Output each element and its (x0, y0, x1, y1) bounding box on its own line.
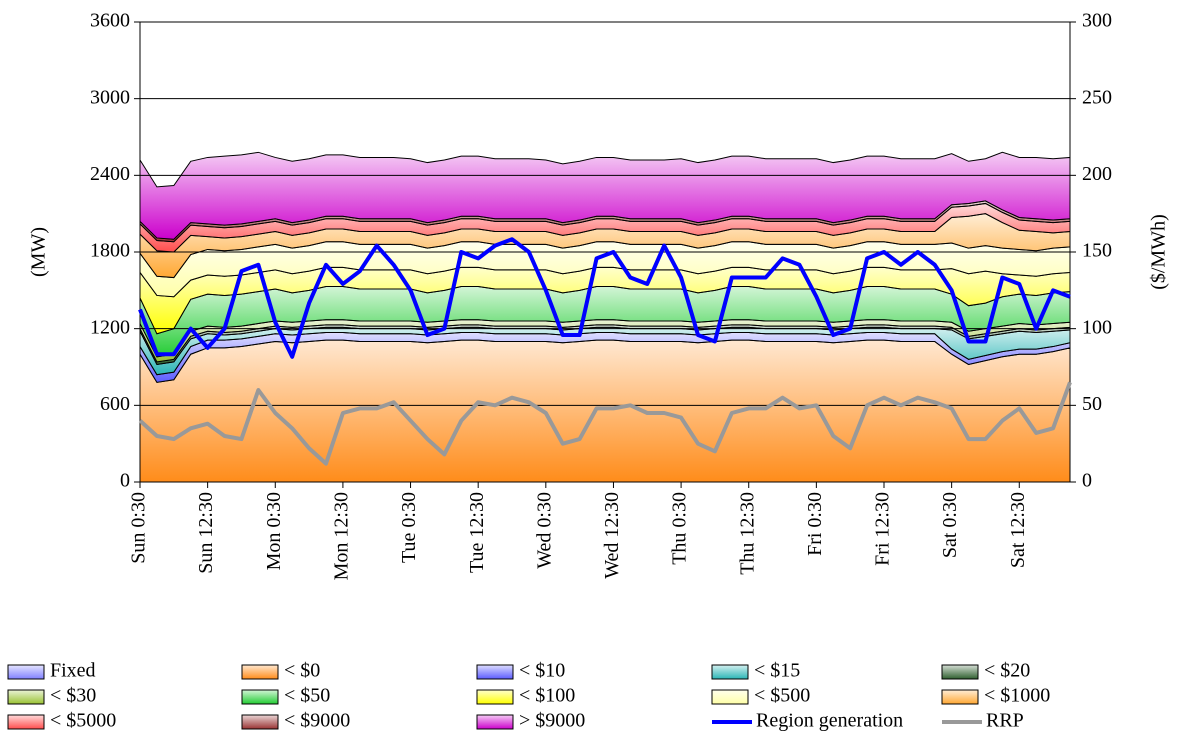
legend-swatch (941, 664, 979, 680)
legend-swatch (711, 689, 749, 705)
legend-item: Region generation (712, 710, 903, 732)
y2-tick-label: 250 (1082, 86, 1112, 108)
x-tick-label: Mon 12:30 (331, 492, 353, 580)
legend-label: Fixed (50, 660, 96, 682)
x-tick-label: Sun 12:30 (195, 492, 217, 574)
legend-label: < $10 (519, 660, 565, 682)
x-tick-label: Sat 0:30 (939, 492, 961, 558)
y-tick-label: 1800 (90, 240, 130, 262)
legend-item: < $100 (476, 685, 575, 707)
legend-swatch (476, 714, 514, 730)
legend-item: < $50 (241, 685, 330, 707)
legend-item: < $20 (941, 660, 1030, 682)
x-tick-label: Thu 12:30 (736, 492, 758, 575)
y2-tick-label: 150 (1082, 240, 1112, 262)
legend-swatch (476, 689, 514, 705)
y2-tick-label: 50 (1082, 393, 1102, 415)
legend-label: < $50 (284, 685, 330, 707)
legend-swatch (711, 664, 749, 680)
legend-label: < $30 (50, 685, 96, 707)
legend-swatch (7, 689, 45, 705)
y-tick-label: 1200 (90, 316, 130, 338)
legend-label: < $1000 (984, 685, 1050, 707)
legend-item: < $30 (7, 685, 96, 707)
legend-item: Fixed (7, 660, 96, 682)
y2-tick-label: 200 (1082, 163, 1112, 185)
legend-label: Region generation (756, 710, 903, 732)
legend-label: < $0 (284, 660, 320, 682)
legend-label: > $9000 (519, 710, 585, 732)
x-tick-label: Sat 12:30 (1007, 492, 1029, 568)
y2-axis-title: ($/MWh) (1148, 214, 1170, 290)
y-tick-label: 2400 (90, 163, 130, 185)
legend-label: < $9000 (284, 710, 350, 732)
legend-item: > $9000 (476, 710, 585, 732)
y-tick-label: 3000 (90, 86, 130, 108)
legend-swatch (941, 689, 979, 705)
y-tick-label: 3600 (90, 10, 130, 32)
x-tick-label: Thu 0:30 (669, 492, 691, 565)
legend-item: < $5000 (7, 710, 116, 732)
legend-swatch (241, 664, 279, 680)
legend-swatch (241, 714, 279, 730)
legend-label: < $100 (519, 685, 575, 707)
legend-item: < $1000 (941, 685, 1050, 707)
legend-item: < $10 (476, 660, 565, 682)
x-tick-label: Sun 0:30 (128, 492, 150, 564)
legend-label: < $500 (754, 685, 810, 707)
x-tick-label: Wed 12:30 (601, 492, 623, 579)
legend-swatch (7, 664, 45, 680)
x-tick-label: Fri 0:30 (804, 492, 826, 556)
x-tick-label: Mon 0:30 (263, 492, 285, 570)
legend-item: < $500 (711, 685, 810, 707)
legend-item: RRP (942, 710, 1024, 732)
x-tick-label: Wed 0:30 (533, 492, 555, 569)
legend-item: < $15 (711, 660, 800, 682)
line-series (138, 381, 1072, 466)
legend-swatch (476, 664, 514, 680)
y2-tick-label: 100 (1082, 316, 1112, 338)
legend-label: < $20 (984, 660, 1030, 682)
legend-swatch (241, 689, 279, 705)
x-tick-label: Fri 12:30 (872, 492, 894, 566)
legend-label: < $15 (754, 660, 800, 682)
legend-swatch (7, 714, 45, 730)
y-tick-label: 0 (120, 470, 130, 492)
y-axis-title: (MW) (28, 227, 50, 277)
x-tick-label: Tue 0:30 (398, 492, 420, 563)
legend-label: < $5000 (50, 710, 116, 732)
legend-item: < $9000 (241, 710, 350, 732)
y2-tick-label: 0 (1082, 470, 1092, 492)
plot-frame (139, 21, 1071, 483)
legend-label: RRP (986, 710, 1024, 732)
area-band (139, 339, 1071, 483)
y2-tick-label: 300 (1082, 10, 1112, 32)
y-tick-label: 600 (100, 393, 130, 415)
line-series (138, 237, 1071, 359)
legend-item: < $0 (241, 660, 320, 682)
x-tick-label: Tue 12:30 (466, 492, 488, 573)
